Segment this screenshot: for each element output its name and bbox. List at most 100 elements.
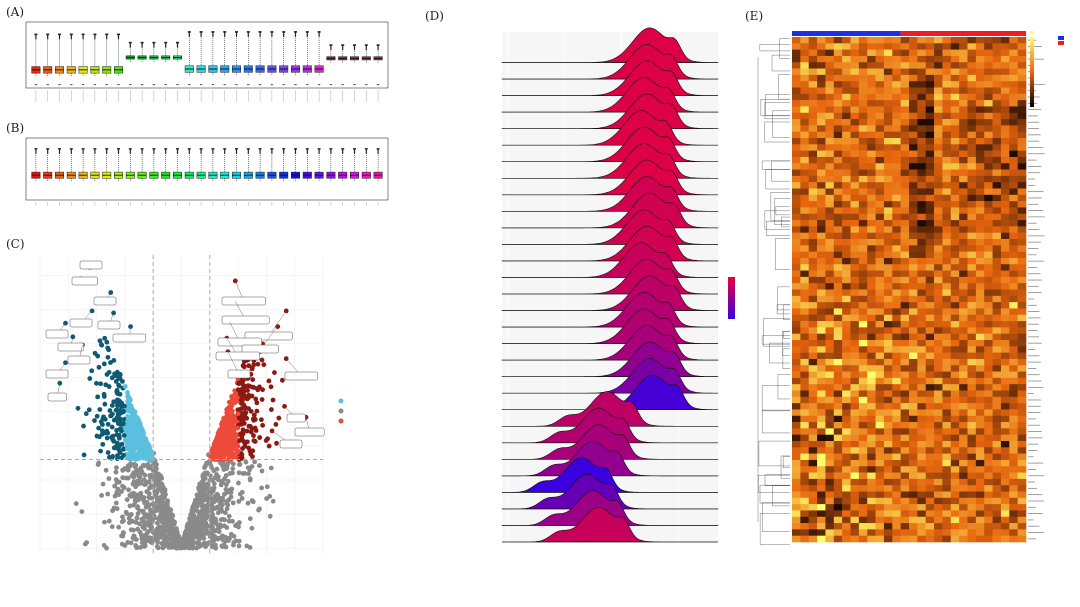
- heatmap-cell: [875, 144, 885, 151]
- heatmap-cell: [825, 93, 835, 101]
- heatmap-cell: [900, 346, 910, 353]
- heatmap-cell: [909, 251, 918, 259]
- heatmap-cell: [1017, 220, 1027, 227]
- heatmap-cell: [942, 415, 952, 423]
- heatmap-cell: [842, 453, 851, 461]
- heatmap-cell: [858, 119, 868, 126]
- heatmap-cell: [858, 371, 868, 379]
- up-point: [279, 377, 285, 383]
- heatmap-cell: [850, 55, 860, 63]
- heatmap-cell: [900, 81, 910, 88]
- heatmap-cell: [984, 441, 993, 448]
- heatmap-cell: [875, 434, 885, 442]
- heatmap-cell: [850, 371, 860, 379]
- heatmap-cell: [1009, 264, 1018, 271]
- heatmap-cell: [842, 207, 851, 215]
- heatmap-cell: [792, 308, 801, 316]
- heatmap-cell: [975, 409, 985, 417]
- up-point: [234, 450, 240, 456]
- heatmap-cell: [800, 213, 810, 221]
- heatmap-cell: [1009, 396, 1018, 404]
- heatmap-cell: [1000, 283, 1010, 290]
- heatmap-cell: [900, 257, 910, 265]
- heatmap-cell: [850, 68, 860, 76]
- heatmap-cell: [817, 365, 826, 372]
- heatmap-cell: [984, 415, 993, 423]
- heatmap-cell: [842, 466, 851, 473]
- heatmap-cell: [984, 422, 993, 429]
- heatmap-cell: [1017, 358, 1027, 366]
- heatmap-cell: [892, 390, 901, 398]
- heatmap-cell: [917, 428, 927, 435]
- heatmap-cell: [858, 352, 868, 360]
- heatmap-cell: [867, 314, 876, 322]
- heatmap-cell: [967, 403, 977, 410]
- heatmap-cell: [900, 365, 910, 372]
- up-point: [274, 440, 279, 446]
- heatmap-cell: [817, 453, 826, 461]
- not-point: [236, 499, 242, 504]
- heatmap-cell: [842, 239, 851, 246]
- heatmap-cell: [800, 62, 810, 69]
- heatmap-cell: [825, 346, 835, 353]
- heatmap-cell: [883, 175, 893, 183]
- heatmap-cell: [917, 74, 927, 82]
- heatmap-cell: [892, 43, 901, 50]
- heatmap-cell: [1017, 314, 1027, 322]
- heatmap-cell: [808, 371, 818, 379]
- heatmap-cell: [1009, 333, 1018, 341]
- heatmap-cell: [984, 188, 993, 196]
- heatmap-cell: [909, 93, 918, 101]
- heatmap-cell: [833, 308, 843, 316]
- heatmap-cell: [858, 138, 868, 145]
- heatmap-cell: [975, 346, 985, 353]
- heatmap-cell: [909, 112, 918, 120]
- heatmap-cell: [883, 308, 893, 316]
- heatmap-cell: [917, 358, 927, 366]
- heatmap-cell: [942, 447, 952, 454]
- heatmap-cell: [1009, 163, 1018, 170]
- heatmap-cell: [858, 125, 868, 132]
- heatmap-cell: [1000, 466, 1010, 473]
- heatmap-cell: [959, 415, 968, 423]
- heatmap-cell: [817, 119, 826, 126]
- not-point: [129, 493, 134, 499]
- heatmap-cell: [883, 251, 893, 259]
- not-point: [73, 501, 79, 506]
- heatmap-cell: [808, 194, 818, 202]
- heatmap-cell: [825, 207, 835, 215]
- heatmap-cell: [934, 213, 943, 221]
- heatmap-cell: [800, 87, 810, 95]
- heatmap-cell: [883, 144, 893, 151]
- heatmap-cell: [1000, 384, 1010, 391]
- heatmap-cell: [800, 43, 810, 50]
- heatmap-cell: [808, 478, 818, 486]
- heatmap-cell: [850, 156, 860, 164]
- heatmap-cell: [883, 333, 893, 341]
- down-point: [102, 401, 108, 407]
- panel-c-label: (C): [6, 237, 25, 251]
- heatmap-cell: [934, 453, 943, 461]
- heatmap-cell: [917, 377, 927, 385]
- heatmap-cell: [883, 289, 893, 297]
- heatmap-cell: [925, 232, 935, 240]
- not-point: [163, 517, 169, 522]
- heatmap-cell: [1000, 377, 1010, 385]
- heatmap-cell: [858, 245, 868, 252]
- heatmap-cell: [792, 478, 801, 486]
- heatmap-cell: [925, 201, 935, 208]
- heatmap-cell: [858, 81, 868, 88]
- heatmap-cell: [959, 100, 968, 107]
- heatmap-cell: [1009, 37, 1018, 44]
- heatmap-cell: [1009, 321, 1018, 328]
- heatmap-cell: [917, 106, 927, 114]
- not-point: [154, 466, 159, 472]
- not-point: [259, 468, 265, 474]
- heatmap-cell: [817, 74, 826, 82]
- up-point: [276, 415, 282, 421]
- heatmap-cell: [900, 283, 910, 290]
- heatmap-cell: [792, 106, 801, 114]
- heatmap-cell: [909, 384, 918, 391]
- heatmap-cell: [867, 453, 876, 461]
- down-point: [110, 433, 116, 439]
